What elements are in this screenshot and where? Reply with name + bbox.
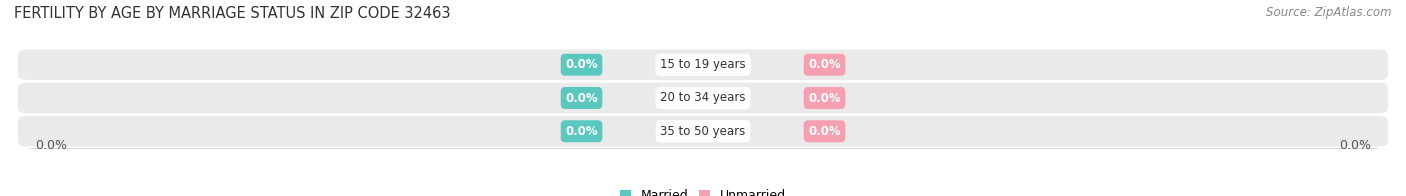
Text: Source: ZipAtlas.com: Source: ZipAtlas.com: [1267, 6, 1392, 19]
Text: 0.0%: 0.0%: [35, 139, 67, 152]
Legend: Married, Unmarried: Married, Unmarried: [614, 184, 792, 196]
Text: 0.0%: 0.0%: [565, 125, 598, 138]
Text: 0.0%: 0.0%: [565, 58, 598, 71]
Text: 15 to 19 years: 15 to 19 years: [661, 58, 745, 71]
Text: 0.0%: 0.0%: [808, 125, 841, 138]
FancyBboxPatch shape: [18, 49, 1388, 80]
FancyBboxPatch shape: [18, 116, 1388, 147]
Text: 35 to 50 years: 35 to 50 years: [661, 125, 745, 138]
Text: FERTILITY BY AGE BY MARRIAGE STATUS IN ZIP CODE 32463: FERTILITY BY AGE BY MARRIAGE STATUS IN Z…: [14, 6, 450, 21]
Text: 0.0%: 0.0%: [808, 58, 841, 71]
Text: 0.0%: 0.0%: [565, 92, 598, 104]
Text: 0.0%: 0.0%: [808, 92, 841, 104]
Text: 20 to 34 years: 20 to 34 years: [661, 92, 745, 104]
Text: 0.0%: 0.0%: [1339, 139, 1371, 152]
FancyBboxPatch shape: [18, 83, 1388, 113]
